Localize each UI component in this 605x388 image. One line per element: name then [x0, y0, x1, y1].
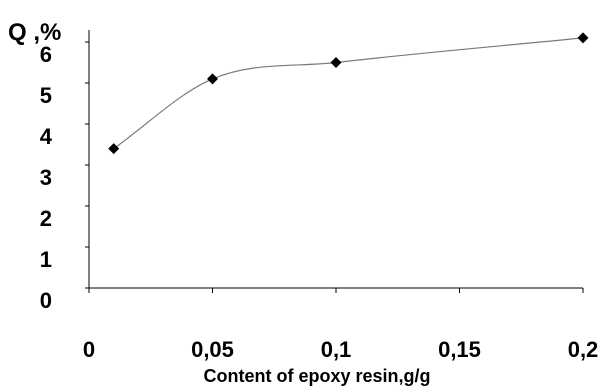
data-point [207, 73, 218, 85]
data-point [577, 32, 589, 44]
x-tick-label: 0,05 [191, 337, 234, 362]
x-tick-label: 0 [83, 337, 95, 362]
y-ticks: 0 1 2 3 4 5 6 [40, 41, 89, 313]
y-tick-label: 0 [40, 288, 52, 313]
x-ticks: 0 0,05 0,1 0,15 0,2 [83, 288, 598, 362]
y-tick-label: 1 [40, 247, 52, 272]
y-tick-label: 3 [40, 165, 52, 190]
y-tick-label: 4 [40, 124, 53, 149]
x-tick-label: 0,1 [321, 337, 352, 362]
y-tick-label: 2 [40, 206, 52, 231]
data-point [330, 57, 342, 68]
x-axis-label: Content of epoxy resin,g/g [203, 366, 430, 386]
y-tick-label: 5 [40, 83, 52, 108]
y-tick-label: 6 [40, 42, 52, 67]
data-point [108, 143, 120, 155]
x-tick-label: 0,15 [438, 337, 481, 362]
series-markers [108, 32, 589, 155]
series-line [113, 37, 584, 150]
x-tick-label: 0,2 [568, 337, 599, 362]
y-axis-label: Q ,% [8, 19, 61, 46]
